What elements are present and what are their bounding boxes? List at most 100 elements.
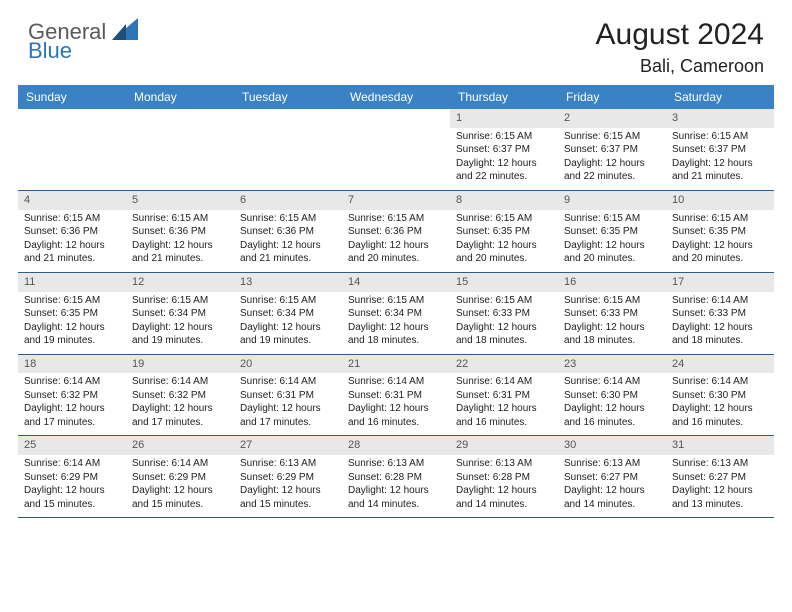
- daylight-line: Daylight: 12 hours and 19 minutes.: [132, 321, 228, 348]
- day-body: Sunrise: 6:15 AMSunset: 6:35 PMDaylight:…: [666, 210, 774, 272]
- sunrise-line: Sunrise: 6:14 AM: [672, 375, 768, 389]
- title-block: August 2024 Bali, Cameroon: [596, 18, 764, 77]
- day-body: Sunrise: 6:15 AMSunset: 6:33 PMDaylight:…: [450, 292, 558, 354]
- day-cell: 3Sunrise: 6:15 AMSunset: 6:37 PMDaylight…: [666, 109, 774, 190]
- day-body: Sunrise: 6:14 AMSunset: 6:32 PMDaylight:…: [126, 373, 234, 435]
- day-body: Sunrise: 6:15 AMSunset: 6:37 PMDaylight:…: [558, 128, 666, 190]
- daylight-line: Daylight: 12 hours and 18 minutes.: [672, 321, 768, 348]
- day-number: 3: [666, 109, 774, 128]
- sunrise-line: Sunrise: 6:15 AM: [564, 294, 660, 308]
- sunrise-line: Sunrise: 6:14 AM: [672, 294, 768, 308]
- daylight-line: Daylight: 12 hours and 22 minutes.: [456, 157, 552, 184]
- daylight-line: Daylight: 12 hours and 15 minutes.: [24, 484, 120, 511]
- month-title: August 2024: [596, 18, 764, 52]
- day-body: Sunrise: 6:14 AMSunset: 6:30 PMDaylight:…: [666, 373, 774, 435]
- day-body: Sunrise: 6:15 AMSunset: 6:36 PMDaylight:…: [342, 210, 450, 272]
- day-cell: 7Sunrise: 6:15 AMSunset: 6:36 PMDaylight…: [342, 191, 450, 272]
- weekday-wednesday: Wednesday: [342, 85, 450, 109]
- daylight-line: Daylight: 12 hours and 13 minutes.: [672, 484, 768, 511]
- day-body: Sunrise: 6:13 AMSunset: 6:28 PMDaylight:…: [342, 455, 450, 517]
- day-body: Sunrise: 6:14 AMSunset: 6:32 PMDaylight:…: [18, 373, 126, 435]
- day-number: 27: [234, 436, 342, 455]
- daylight-line: Daylight: 12 hours and 15 minutes.: [132, 484, 228, 511]
- sunset-line: Sunset: 6:27 PM: [672, 471, 768, 485]
- day-number: 13: [234, 273, 342, 292]
- sunset-line: Sunset: 6:35 PM: [564, 225, 660, 239]
- day-body: Sunrise: 6:13 AMSunset: 6:29 PMDaylight:…: [234, 455, 342, 517]
- sunrise-line: Sunrise: 6:15 AM: [132, 294, 228, 308]
- sunset-line: Sunset: 6:27 PM: [564, 471, 660, 485]
- sunset-line: Sunset: 6:34 PM: [132, 307, 228, 321]
- weekday-sunday: Sunday: [18, 85, 126, 109]
- day-number: 18: [18, 355, 126, 374]
- daylight-line: Daylight: 12 hours and 17 minutes.: [132, 402, 228, 429]
- daylight-line: Daylight: 12 hours and 19 minutes.: [24, 321, 120, 348]
- daylight-line: Daylight: 12 hours and 22 minutes.: [564, 157, 660, 184]
- day-number: 8: [450, 191, 558, 210]
- daylight-line: Daylight: 12 hours and 18 minutes.: [348, 321, 444, 348]
- day-cell: 2Sunrise: 6:15 AMSunset: 6:37 PMDaylight…: [558, 109, 666, 190]
- weekday-saturday: Saturday: [666, 85, 774, 109]
- sunset-line: Sunset: 6:29 PM: [132, 471, 228, 485]
- logo-sail-icon: [112, 18, 138, 45]
- calendar: SundayMondayTuesdayWednesdayThursdayFrid…: [0, 85, 792, 518]
- sunrise-line: Sunrise: 6:14 AM: [132, 457, 228, 471]
- day-cell: 30Sunrise: 6:13 AMSunset: 6:27 PMDayligh…: [558, 436, 666, 517]
- sunset-line: Sunset: 6:34 PM: [240, 307, 336, 321]
- day-body: [342, 113, 450, 167]
- sunset-line: Sunset: 6:28 PM: [348, 471, 444, 485]
- day-cell: 12 Sunrise: 6:15 AMSunset: 6:34 PMDayligh…: [126, 273, 234, 354]
- daylight-line: Daylight: 12 hours and 15 minutes.: [240, 484, 336, 511]
- day-cell: 26Sunrise: 6:14 AMSunset: 6:29 PMDayligh…: [126, 436, 234, 517]
- daylight-line: Daylight: 12 hours and 16 minutes.: [564, 402, 660, 429]
- sunrise-line: Sunrise: 6:15 AM: [564, 212, 660, 226]
- day-body: Sunrise: 6:14 AMSunset: 6:29 PMDaylight:…: [18, 455, 126, 517]
- day-body: Sunrise: 6:14 AMSunset: 6:31 PMDaylight:…: [342, 373, 450, 435]
- sunrise-line: Sunrise: 6:13 AM: [456, 457, 552, 471]
- day-cell: 13Sunrise: 6:15 AMSunset: 6:34 PMDayligh…: [234, 273, 342, 354]
- daylight-line: Daylight: 12 hours and 18 minutes.: [564, 321, 660, 348]
- sunrise-line: Sunrise: 6:15 AM: [240, 212, 336, 226]
- day-body: Sunrise: 6:13 AMSunset: 6:27 PMDaylight:…: [558, 455, 666, 517]
- day-body: Sunrise: 6:15 AMSunset: 6:35 PMDaylight:…: [18, 292, 126, 354]
- day-number: 16: [558, 273, 666, 292]
- day-number: 24: [666, 355, 774, 374]
- week-row: 18Sunrise: 6:14 AMSunset: 6:32 PMDayligh…: [18, 355, 774, 437]
- sunset-line: Sunset: 6:31 PM: [348, 389, 444, 403]
- day-cell: 24Sunrise: 6:14 AMSunset: 6:30 PMDayligh…: [666, 355, 774, 436]
- day-number: 22: [450, 355, 558, 374]
- weekday-monday: Monday: [126, 85, 234, 109]
- daylight-line: Daylight: 12 hours and 20 minutes.: [348, 239, 444, 266]
- sunrise-line: Sunrise: 6:14 AM: [24, 457, 120, 471]
- day-number: 11: [18, 273, 126, 292]
- day-cell: 22Sunrise: 6:14 AMSunset: 6:31 PMDayligh…: [450, 355, 558, 436]
- day-body: Sunrise: 6:15 AMSunset: 6:36 PMDaylight:…: [18, 210, 126, 272]
- day-number: 17: [666, 273, 774, 292]
- weekday-friday: Friday: [558, 85, 666, 109]
- sunrise-line: Sunrise: 6:15 AM: [456, 130, 552, 144]
- sunset-line: Sunset: 6:28 PM: [456, 471, 552, 485]
- day-number: 21: [342, 355, 450, 374]
- day-number: 23: [558, 355, 666, 374]
- day-body: Sunrise: 6:13 AMSunset: 6:27 PMDaylight:…: [666, 455, 774, 517]
- daylight-line: Daylight: 12 hours and 14 minutes.: [564, 484, 660, 511]
- header: General August 2024 Bali, Cameroon: [0, 0, 792, 85]
- daylight-line: Daylight: 12 hours and 21 minutes.: [672, 157, 768, 184]
- day-cell: 25Sunrise: 6:14 AMSunset: 6:29 PMDayligh…: [18, 436, 126, 517]
- sunset-line: Sunset: 6:33 PM: [456, 307, 552, 321]
- logo-text-blue: Blue: [28, 38, 72, 63]
- sunset-line: Sunset: 6:36 PM: [348, 225, 444, 239]
- day-body: Sunrise: 6:15 AMSunset: 6:33 PMDaylight:…: [558, 292, 666, 354]
- sunrise-line: Sunrise: 6:15 AM: [564, 130, 660, 144]
- day-number: 9: [558, 191, 666, 210]
- day-cell: 19Sunrise: 6:14 AMSunset: 6:32 PMDayligh…: [126, 355, 234, 436]
- day-body: [234, 113, 342, 167]
- day-number: 20: [234, 355, 342, 374]
- sunset-line: Sunset: 6:33 PM: [564, 307, 660, 321]
- day-cell: 14Sunrise: 6:15 AMSunset: 6:34 PMDayligh…: [342, 273, 450, 354]
- day-cell: 20Sunrise: 6:14 AMSunset: 6:31 PMDayligh…: [234, 355, 342, 436]
- daylight-line: Daylight: 12 hours and 16 minutes.: [348, 402, 444, 429]
- day-body: Sunrise: 6:14 AMSunset: 6:29 PMDaylight:…: [126, 455, 234, 517]
- sunrise-line: Sunrise: 6:15 AM: [456, 294, 552, 308]
- day-number: 12: [126, 273, 234, 292]
